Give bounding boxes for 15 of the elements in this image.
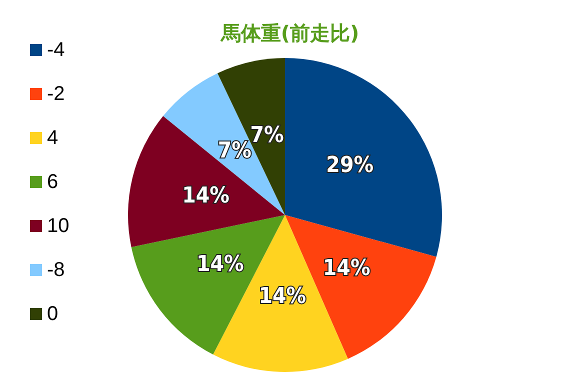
legend-label: 6 xyxy=(47,171,58,193)
data-label: 14% xyxy=(258,284,306,309)
chart-title: 馬体重(前走比) xyxy=(220,21,360,45)
legend-label: 4 xyxy=(47,127,58,149)
data-label: 14% xyxy=(182,183,230,208)
data-label: 14% xyxy=(196,252,244,277)
legend-label: 0 xyxy=(47,303,58,325)
legend-label: 10 xyxy=(47,215,70,237)
legend-label: -4 xyxy=(47,39,65,61)
legend-label: -8 xyxy=(47,259,65,281)
data-label: 14% xyxy=(322,256,370,281)
data-label: 7% xyxy=(218,138,252,164)
data-label: 7% xyxy=(250,123,284,148)
data-label: 29% xyxy=(326,153,374,178)
legend-label: -2 xyxy=(47,83,65,105)
